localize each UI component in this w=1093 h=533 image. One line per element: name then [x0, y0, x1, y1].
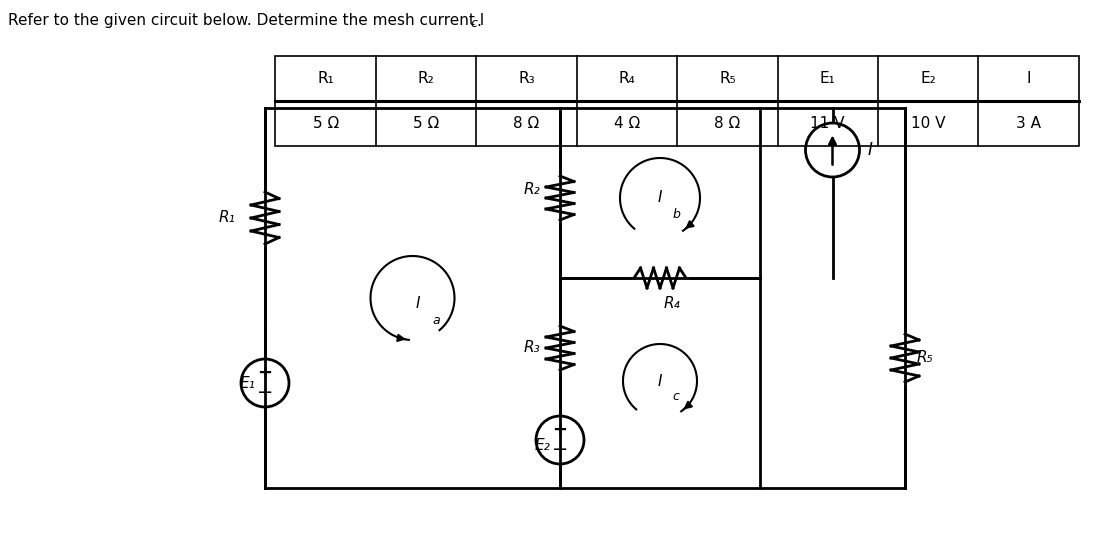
- Text: R₄: R₄: [663, 296, 680, 311]
- Text: b: b: [673, 208, 681, 221]
- Text: E₁: E₁: [820, 71, 836, 86]
- Text: 3 A: 3 A: [1016, 116, 1041, 131]
- Text: E₂: E₂: [920, 71, 936, 86]
- Text: −: −: [552, 440, 568, 459]
- Text: 11 V: 11 V: [811, 116, 845, 131]
- Text: E₂: E₂: [534, 439, 550, 454]
- Text: 8 Ω: 8 Ω: [514, 116, 540, 131]
- Text: R₂: R₂: [524, 182, 540, 198]
- Text: R₅: R₅: [719, 71, 736, 86]
- Text: −: −: [257, 383, 273, 402]
- Text: .: .: [477, 14, 481, 29]
- Text: I: I: [658, 374, 662, 389]
- Text: I: I: [658, 190, 662, 206]
- Text: R₅: R₅: [917, 351, 933, 366]
- Text: R₃: R₃: [518, 71, 534, 86]
- Text: R₄: R₄: [619, 71, 635, 86]
- Text: 5 Ω: 5 Ω: [413, 116, 439, 131]
- Text: 8 Ω: 8 Ω: [714, 116, 740, 131]
- Text: 5 Ω: 5 Ω: [313, 116, 339, 131]
- Text: 10 V: 10 V: [910, 116, 945, 131]
- Text: R₁: R₁: [317, 71, 334, 86]
- Text: +: +: [552, 421, 567, 439]
- Text: I: I: [868, 141, 872, 159]
- Text: Refer to the given circuit below. Determine the mesh current I: Refer to the given circuit below. Determ…: [8, 13, 484, 28]
- Text: R₂: R₂: [418, 71, 434, 86]
- Text: c: c: [672, 390, 679, 403]
- Text: E₁: E₁: [239, 376, 255, 391]
- Text: a: a: [433, 314, 440, 327]
- Text: 4 Ω: 4 Ω: [614, 116, 640, 131]
- Text: +: +: [258, 364, 272, 382]
- Text: c: c: [470, 17, 477, 29]
- Text: R₁: R₁: [219, 211, 235, 225]
- Text: R₃: R₃: [524, 341, 540, 356]
- Text: I: I: [415, 295, 420, 311]
- Text: I: I: [1026, 71, 1031, 86]
